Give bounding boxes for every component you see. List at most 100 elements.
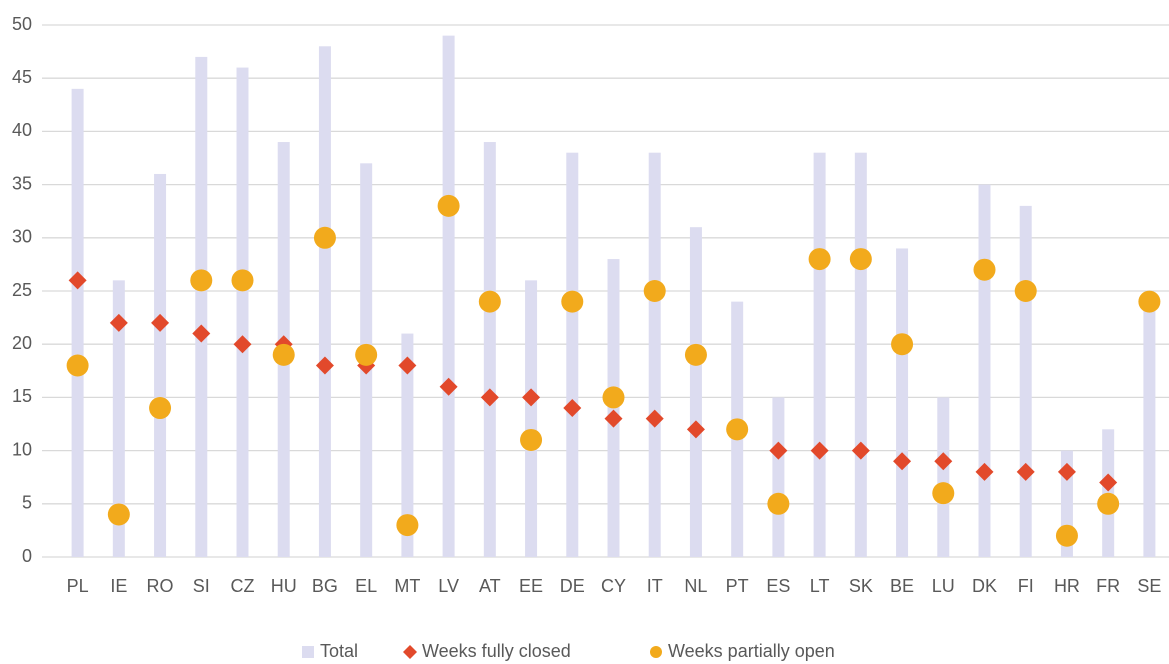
- diamond-marker: [769, 441, 788, 460]
- x-tick-label: CZ: [231, 576, 255, 596]
- bar: [648, 152, 661, 557]
- diamond-marker: [686, 420, 705, 439]
- y-tick-label: 45: [12, 67, 32, 87]
- circle-marker: [684, 343, 707, 366]
- circle-marker: [1138, 290, 1161, 313]
- x-tick-label: LU: [932, 576, 955, 596]
- bar: [566, 152, 579, 557]
- x-tick-label: DK: [972, 576, 997, 596]
- x-tick-label: DE: [560, 576, 585, 596]
- circle-marker: [561, 290, 584, 313]
- circle-marker: [726, 418, 749, 441]
- x-tick-label: FR: [1096, 576, 1120, 596]
- x-tick-label: MT: [394, 576, 420, 596]
- circle-marker: [396, 514, 419, 537]
- diamond-marker: [1057, 462, 1076, 481]
- circle-marker: [1014, 280, 1037, 302]
- bar: [154, 173, 167, 557]
- diamond-marker: [1099, 473, 1118, 492]
- y-tick-label: 50: [12, 14, 32, 34]
- x-tick-label: SI: [193, 576, 210, 596]
- bar: [854, 152, 867, 557]
- bar: [689, 227, 702, 557]
- circle-marker: [190, 269, 213, 292]
- diamond-marker: [851, 441, 870, 460]
- circle-marker: [478, 290, 501, 313]
- x-tick-label: RO: [147, 576, 174, 596]
- circle-marker: [272, 343, 295, 366]
- x-tick-label: CY: [601, 576, 626, 596]
- diamond-marker: [1016, 462, 1035, 481]
- x-tick-label: HR: [1054, 576, 1080, 596]
- circle-marker: [107, 503, 130, 526]
- diamond-marker: [522, 388, 541, 407]
- x-tick-label: ES: [766, 576, 790, 596]
- circle-marker: [149, 397, 172, 420]
- x-tick-label: IE: [110, 576, 127, 596]
- bar: [483, 142, 496, 558]
- circle-marker: [520, 428, 543, 451]
- circle-marker: [313, 226, 336, 249]
- diamond-marker: [439, 377, 458, 396]
- bar: [525, 280, 538, 557]
- x-tick-label: NL: [684, 576, 707, 596]
- bar: [236, 67, 249, 557]
- bar: [978, 184, 991, 557]
- x-tick-label: IT: [647, 576, 663, 596]
- bar: [937, 397, 950, 557]
- circle-marker: [1055, 524, 1078, 547]
- y-tick-label: 25: [12, 280, 32, 300]
- circle-marker: [932, 482, 955, 505]
- circle-marker: [849, 248, 872, 271]
- bar: [401, 333, 414, 557]
- diamond-marker: [315, 356, 334, 375]
- bar: [112, 280, 125, 557]
- y-tick-label: 40: [12, 120, 32, 140]
- y-tick-label: 15: [12, 386, 32, 406]
- circle-marker: [437, 194, 460, 217]
- legend-swatch: [302, 646, 314, 658]
- x-tick-label: BG: [312, 576, 338, 596]
- circle-marker: [602, 386, 625, 409]
- x-tick-label: BE: [890, 576, 914, 596]
- circle-marker: [767, 492, 790, 515]
- bar: [772, 397, 785, 557]
- diamond-marker: [975, 462, 994, 481]
- bar: [442, 35, 455, 557]
- circle-marker: [355, 343, 378, 366]
- legend-label: Total: [320, 641, 358, 661]
- bar: [195, 56, 208, 558]
- x-tick-label: PT: [726, 576, 749, 596]
- y-tick-label: 20: [12, 333, 32, 353]
- circle-marker: [231, 269, 254, 292]
- diamond-marker: [934, 452, 953, 471]
- circle-marker: [973, 258, 996, 281]
- diamond-marker: [893, 452, 912, 471]
- diamond-marker: [68, 271, 87, 290]
- diamond-marker: [480, 388, 499, 407]
- bar: [896, 248, 909, 557]
- legend-label: Weeks partially open: [668, 641, 835, 661]
- circle-marker: [1097, 492, 1120, 515]
- bar: [813, 152, 826, 557]
- bar: [1019, 205, 1032, 557]
- circle-marker: [66, 354, 89, 377]
- y-tick-label: 30: [12, 227, 32, 247]
- diamond-marker: [109, 313, 128, 332]
- bar: [318, 46, 331, 557]
- x-tick-label: LV: [438, 576, 459, 596]
- x-tick-label: SK: [849, 576, 873, 596]
- x-tick-label: AT: [479, 576, 501, 596]
- x-tick-label: LT: [810, 576, 830, 596]
- circle-marker: [808, 248, 831, 271]
- x-tick-label: FI: [1018, 576, 1034, 596]
- legend-swatch: [650, 646, 662, 658]
- bar: [71, 88, 84, 557]
- diamond-marker: [192, 324, 211, 343]
- diamond-marker: [233, 335, 252, 354]
- diamond-marker: [563, 399, 582, 418]
- y-tick-label: 0: [22, 546, 32, 566]
- legend-label: Weeks fully closed: [422, 641, 571, 661]
- x-tick-label: PL: [67, 576, 89, 596]
